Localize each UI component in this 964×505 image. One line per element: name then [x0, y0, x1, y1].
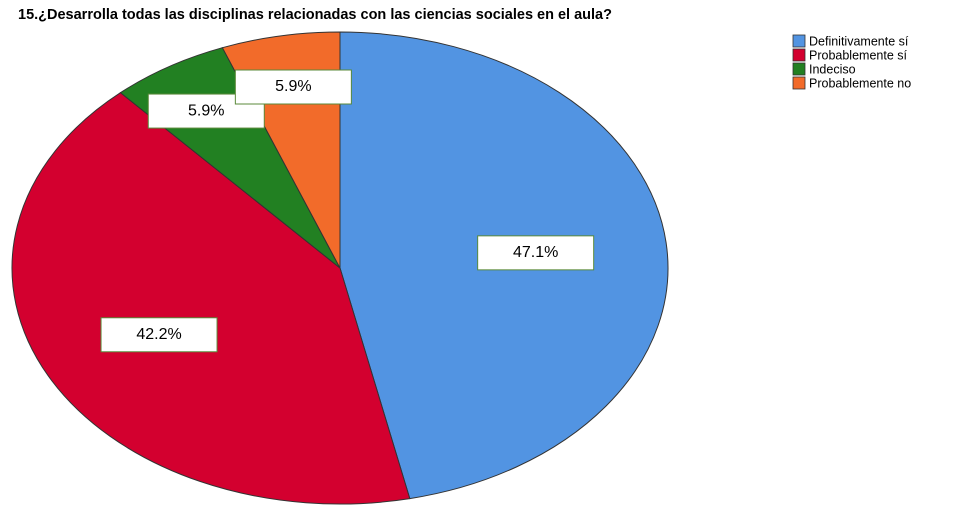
legend-label: Indeciso [809, 62, 856, 76]
legend-swatch [792, 62, 806, 76]
data-label: 5.9% [275, 78, 311, 95]
label-box [100, 317, 218, 353]
data-label: 5.9% [188, 102, 224, 119]
legend-label: Probablemente no [809, 76, 911, 90]
data-label: 47.1% [513, 244, 558, 261]
legend-label: Definitivamente sí [809, 34, 909, 48]
pie-slice [11, 92, 411, 505]
chart-title: 15.¿Desarrolla todas las disciplinas rel… [18, 7, 612, 23]
legend-label: Probablemente sí [809, 48, 908, 62]
label-box [234, 69, 352, 105]
legend-swatch [792, 76, 806, 90]
legend-swatch [792, 34, 806, 48]
legend-swatch [792, 48, 806, 62]
label-box [477, 235, 595, 271]
data-label: 42.2% [136, 326, 181, 343]
